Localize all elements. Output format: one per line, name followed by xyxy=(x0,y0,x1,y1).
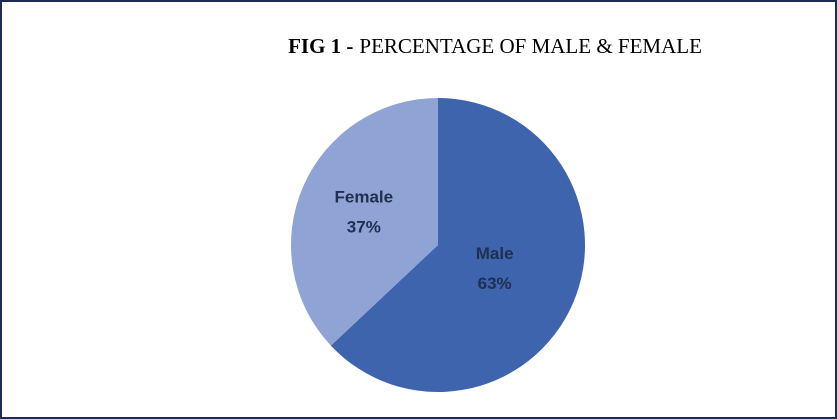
slice-value-label: 63% xyxy=(478,274,512,293)
slice-value-label: 37% xyxy=(347,217,381,236)
slice-category: Female xyxy=(335,187,394,206)
pie-slice xyxy=(330,98,585,393)
pie-slice xyxy=(291,98,438,346)
title-prefix: FIG 1 - xyxy=(288,34,353,58)
chart-title: FIG 1 - PERCENTAGE OF MALE & FEMALE xyxy=(288,34,702,58)
slice-category: Male xyxy=(476,244,514,263)
title-text: PERCENTAGE OF MALE & FEMALE xyxy=(359,34,702,58)
